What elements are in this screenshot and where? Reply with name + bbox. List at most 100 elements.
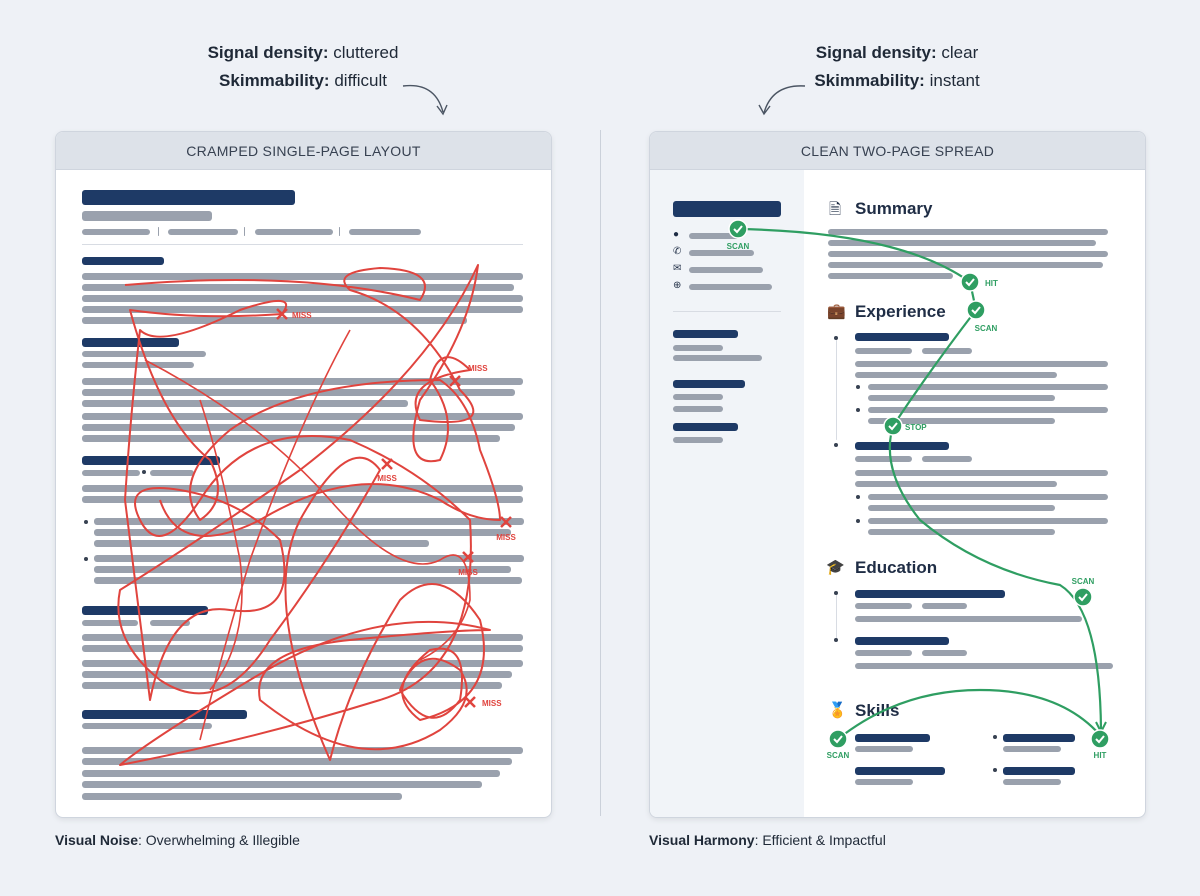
bullet-dot	[142, 470, 146, 474]
text-placeholder	[94, 566, 511, 573]
text-placeholder	[82, 435, 500, 442]
text-placeholder	[855, 663, 1113, 669]
text-placeholder	[868, 518, 1108, 524]
text-placeholder	[82, 295, 523, 302]
text-placeholder	[855, 348, 912, 354]
text-placeholder	[82, 682, 502, 689]
heading-placeholder	[1003, 734, 1075, 742]
text-placeholder	[855, 616, 1082, 622]
user-icon: ●	[673, 229, 680, 240]
text-placeholder	[349, 229, 421, 235]
text-placeholder	[150, 620, 190, 626]
text-placeholder	[94, 518, 524, 525]
text-placeholder	[836, 595, 837, 640]
right-footer-caption: Visual Harmony: Efficient & Impactful	[649, 832, 886, 848]
text-placeholder	[82, 620, 138, 626]
text-placeholder	[82, 400, 408, 407]
text-placeholder	[673, 355, 762, 361]
text-placeholder	[1003, 746, 1061, 752]
text-placeholder	[855, 779, 913, 785]
curved-arrow-icon	[402, 84, 448, 116]
bullet-dot	[834, 638, 838, 642]
text-placeholder	[868, 418, 1055, 424]
bullet-dot	[856, 495, 860, 499]
left-footer-caption: Visual Noise: Overwhelming & Illegible	[55, 832, 300, 848]
text-placeholder	[673, 394, 723, 400]
text-placeholder	[94, 540, 429, 547]
text-placeholder	[82, 284, 514, 291]
text-placeholder	[855, 603, 912, 609]
heading-placeholder	[855, 637, 949, 645]
text-placeholder	[82, 378, 523, 385]
text-placeholder	[82, 758, 512, 765]
heading-placeholder	[855, 734, 930, 742]
text-placeholder	[94, 529, 511, 536]
heading-placeholder	[855, 767, 945, 775]
text-placeholder	[82, 747, 523, 754]
bullet-dot	[834, 336, 838, 340]
text-placeholder	[82, 424, 515, 431]
text-placeholder	[689, 284, 772, 290]
bullet-dot	[339, 227, 340, 236]
card-title: CRAMPED SINGLE-PAGE LAYOUT	[56, 132, 551, 170]
text-placeholder	[82, 723, 212, 729]
text-placeholder	[673, 406, 723, 412]
text-placeholder	[855, 470, 1108, 476]
briefcase-icon: 💼	[827, 303, 846, 320]
caption-label: Signal density:	[207, 43, 329, 62]
caption-label: Signal density:	[815, 43, 937, 62]
heading-placeholder	[855, 442, 949, 450]
caption-value: cluttered	[333, 43, 399, 62]
phone-icon: ✆	[673, 246, 682, 257]
curved-arrow-icon	[758, 85, 806, 116]
text-placeholder	[855, 456, 912, 462]
heading-placeholder	[1003, 767, 1075, 775]
award-icon: 🏅	[828, 702, 847, 719]
bullet-dot	[834, 591, 838, 595]
heading-placeholder	[82, 606, 208, 615]
heading-placeholder	[673, 330, 738, 338]
heading-placeholder	[82, 710, 247, 719]
globe-icon: ⊕	[673, 280, 682, 291]
text-placeholder	[855, 746, 913, 752]
heading-placeholder	[82, 190, 295, 205]
text-placeholder	[689, 267, 763, 273]
text-placeholder	[855, 481, 1057, 487]
text-placeholder	[868, 505, 1055, 511]
footer-label: Visual Noise	[55, 832, 139, 848]
text-placeholder	[922, 456, 972, 462]
text-placeholder	[673, 437, 723, 443]
text-placeholder	[82, 273, 523, 280]
text-placeholder	[82, 770, 500, 777]
text-placeholder	[922, 348, 972, 354]
text-placeholder	[150, 470, 194, 476]
caption-label: Skimmability:	[814, 71, 925, 90]
text-placeholder	[868, 395, 1055, 401]
section-summary: Summary	[855, 199, 933, 218]
bullet-dot	[856, 408, 860, 412]
left-caption-skimmability: Skimmability: difficult	[219, 71, 387, 91]
caption-value: difficult	[334, 71, 387, 90]
bullet-dot	[834, 443, 838, 447]
text-placeholder	[673, 311, 781, 312]
text-placeholder	[82, 634, 523, 641]
section-skills: Skills	[855, 701, 900, 720]
heading-placeholder	[855, 333, 949, 341]
bullet-dot	[856, 519, 860, 523]
text-placeholder	[82, 306, 523, 313]
text-placeholder	[868, 407, 1108, 413]
text-placeholder	[82, 793, 402, 800]
text-placeholder	[868, 384, 1108, 390]
text-placeholder	[82, 485, 523, 492]
text-placeholder	[82, 671, 512, 678]
text-placeholder	[836, 340, 837, 440]
section-education: Education	[855, 558, 938, 577]
text-placeholder	[828, 251, 1108, 257]
bullet-dot	[84, 520, 88, 524]
right-caption-density: Signal density: clear	[816, 43, 979, 63]
text-placeholder	[689, 250, 754, 256]
caption-label: Skimmability:	[219, 71, 330, 90]
heading-placeholder	[673, 201, 781, 217]
text-placeholder	[828, 240, 1096, 246]
bullet-dot	[856, 385, 860, 389]
